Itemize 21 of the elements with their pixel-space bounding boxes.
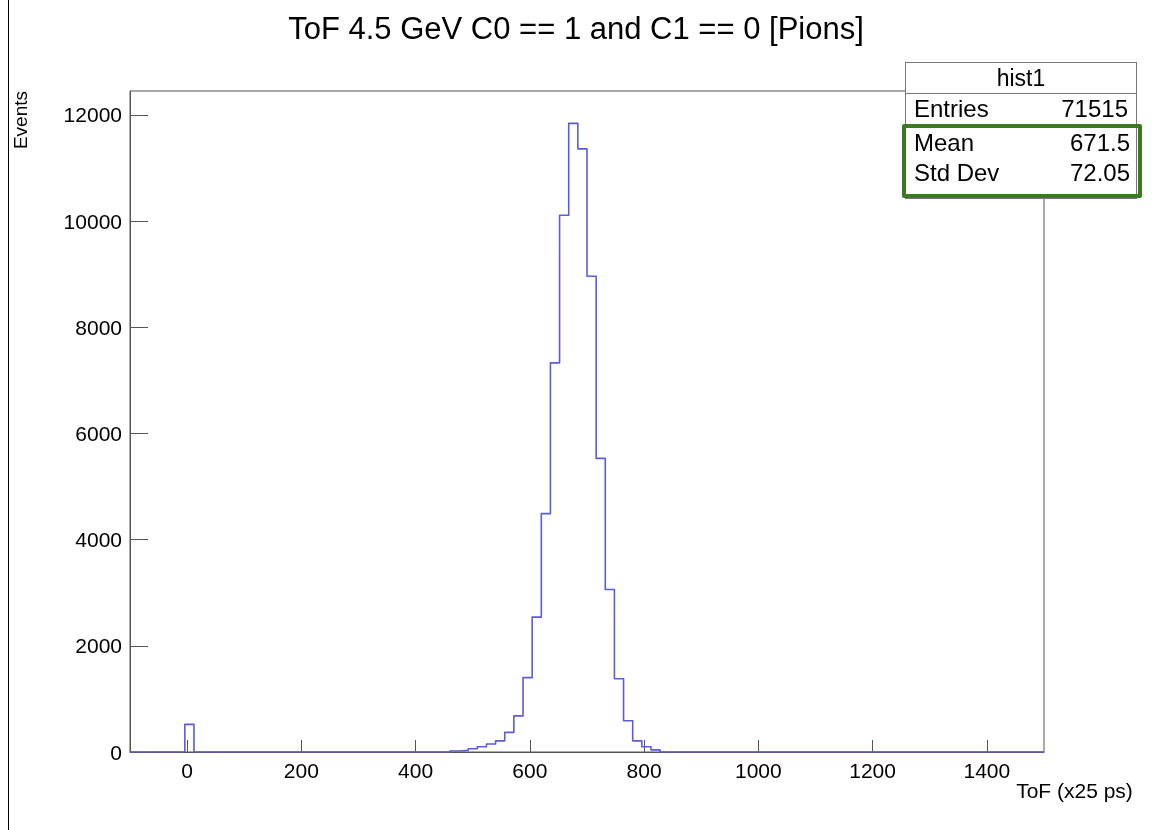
y-tick-label: 4000 — [75, 528, 122, 552]
y-tick-label: 6000 — [75, 421, 122, 445]
x-axis-title: ToF (x25 ps) — [1016, 779, 1133, 802]
y-tick-label: 8000 — [75, 315, 122, 339]
x-tick-label: 800 — [626, 759, 662, 782]
x-tick-label: 1200 — [849, 759, 896, 782]
y-tick-label: 10000 — [63, 209, 122, 233]
text: Entries 71515 — [914, 95, 1128, 122]
x-tick-label: 1000 — [735, 759, 782, 782]
annotation: hist1 — [906, 63, 1136, 94]
x-tick-label: 1400 — [963, 759, 1011, 782]
y-tick-label: 2000 — [75, 634, 122, 658]
y-tick-label: 0 — [110, 740, 122, 764]
x-tick-label: 400 — [398, 759, 434, 782]
outline-box: Mean 671.5 Std Dev 72.05 — [902, 124, 1142, 198]
chart-title: ToF 4.5 GeV C0 == 1 and C1 == 0 [Pions] — [288, 11, 864, 46]
y-axis-title: Events — [10, 91, 31, 150]
x-tick-label: 200 — [283, 759, 319, 782]
x-tick-label: 600 — [512, 759, 548, 782]
y-tick-label: 12000 — [63, 103, 122, 127]
x-tick-label: 0 — [181, 759, 193, 782]
